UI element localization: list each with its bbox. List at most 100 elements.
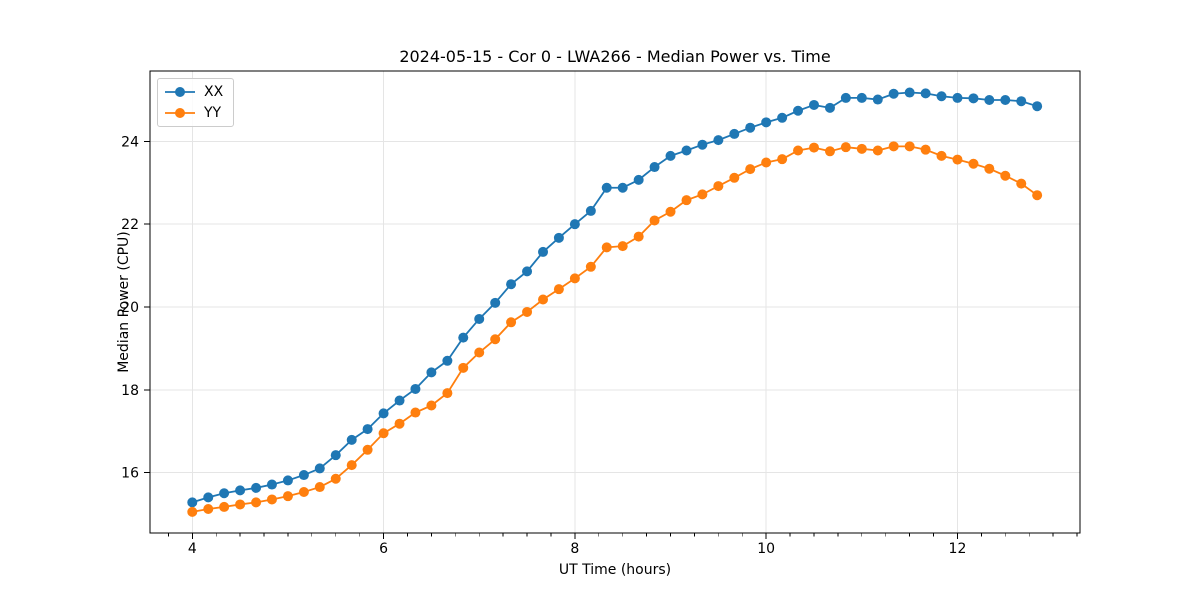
data-point-YY [314,482,325,493]
data-point-YY [266,494,277,505]
data-point-YY [410,407,421,418]
data-point-XX [298,470,309,481]
data-point-XX [506,279,517,290]
series-XX [187,87,1043,508]
data-point-YY [219,501,230,512]
data-point-YY [840,142,851,153]
data-point-XX [681,145,692,156]
data-point-XX [665,150,676,161]
y-axis: 16 18 20 22 24 [121,134,150,482]
data-point-XX [936,91,947,102]
data-point-YY [569,273,580,284]
data-point-YY [203,503,214,514]
data-point-XX [490,297,501,308]
data-point-YY [793,145,804,156]
data-point-YY [777,154,788,165]
data-point-XX [346,434,357,445]
x-axis-label: UT Time (hours) [558,562,672,578]
data-point-XX [1016,96,1027,107]
data-point-YY [538,294,549,305]
data-point-XX [330,450,341,461]
data-point-XX [920,88,931,99]
legend-line-xx-icon [165,87,195,97]
data-point-YY [585,261,596,272]
data-point-YY [713,181,724,192]
y-axis-label: Median Power (CPU) [116,231,132,373]
data-point-XX [474,313,485,324]
data-point-YY [346,460,357,471]
data-point-XX [1032,101,1043,112]
y-tick-label: 16 [121,466,139,482]
axes-spines [149,70,1081,534]
data-point-XX [426,367,437,378]
data-point-YY [282,491,293,502]
x-tick-label: 10 [757,541,775,557]
data-point-XX [729,128,740,139]
data-point-XX [904,87,915,98]
data-point-YY [458,362,469,373]
data-point-XX [697,139,708,150]
data-point-YY [298,487,309,498]
chart-title: 2024-05-15 - Cor 0 - LWA266 - Median Pow… [399,47,831,66]
data-point-XX [617,182,628,193]
data-point-YY [872,145,883,156]
data-point-YY [474,347,485,358]
data-point-XX [840,92,851,103]
data-point-YY [362,444,373,455]
data-point-XX [394,395,405,406]
data-point-XX [410,383,421,394]
data-point-XX [203,492,214,503]
data-point-XX [378,408,389,419]
data-point-YY [617,241,628,252]
data-point-YY [888,141,899,152]
data-point-XX [187,497,198,508]
data-point-XX [809,99,819,110]
data-point-YY [522,306,533,317]
data-point-YY [601,242,612,253]
data-point-YY [490,334,501,345]
data-point-XX [761,117,772,128]
data-point-XX [872,94,883,105]
data-point-YY [984,163,995,174]
legend-item-yy: YY [165,105,223,121]
data-point-XX [777,112,788,123]
x-tick-label: 4 [188,541,197,557]
data-point-YY [378,428,389,439]
data-point-YY [235,499,246,510]
data-point-YY [633,231,644,242]
x-tick-label: 6 [379,541,388,557]
data-point-YY [665,206,676,217]
data-point-YY [649,215,660,226]
data-point-XX [314,463,325,474]
data-point-XX [793,105,804,116]
y-tick-label: 22 [121,217,139,233]
y-tick-label: 20 [121,300,139,316]
data-point-XX [601,182,612,193]
data-point-YY [904,141,915,152]
data-point-XX [585,205,596,216]
data-point-XX [235,485,246,496]
data-point-XX [856,92,867,103]
data-point-YY [1032,190,1043,201]
data-point-YY [697,189,708,200]
data-point-YY [856,143,867,154]
data-point-XX [442,355,453,366]
series-YY [187,141,1043,517]
data-point-XX [569,219,580,230]
data-point-XX [266,479,277,490]
data-point-YY [187,506,198,517]
data-point-YY [968,158,979,169]
y-tick-label: 18 [121,383,139,399]
data-point-YY [330,473,341,484]
data-point-YY [761,157,772,168]
legend-item-xx: XX [165,84,223,100]
legend: XX YY [157,78,235,127]
data-point-XX [888,88,899,99]
data-point-YY [1000,170,1011,181]
data-point-XX [745,122,756,133]
data-point-YY [920,144,931,155]
data-point-XX [713,135,724,146]
data-point-XX [219,488,230,499]
